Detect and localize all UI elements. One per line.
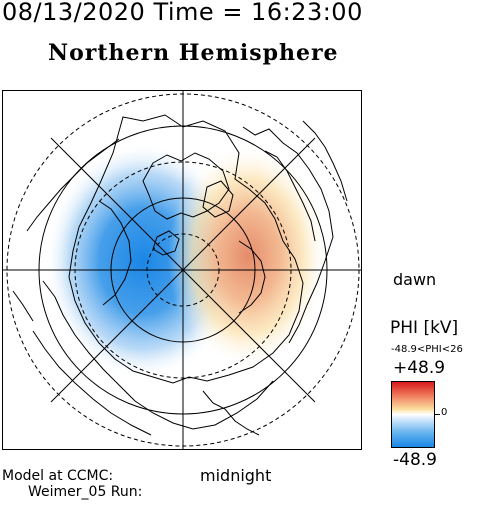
meridian-line [50, 137, 316, 403]
page-title: Northern Hemisphere [48, 40, 339, 66]
colorbar-max-label: +48.9 [393, 358, 446, 378]
credit-line-2: Weimer_05 Run: [28, 484, 143, 500]
positive-potential-cell [168, 144, 328, 368]
coastlines [12, 114, 348, 436]
colorbar [391, 381, 435, 448]
colorbar-min-label: -48.9 [393, 450, 437, 470]
colorbar-range: -48.9<PHI<26 [391, 344, 463, 355]
credit-line-1: Model at CCMC: [2, 468, 114, 484]
colorbar-zero-tick [435, 414, 440, 415]
colorbar-title: PHI [kV] [390, 318, 459, 338]
colorbar-zero-label: 0 [441, 407, 448, 418]
polar-map-canvas [3, 91, 361, 449]
polar-map [2, 90, 362, 450]
label-midnight: midnight [200, 466, 272, 485]
label-dawn: dawn [393, 270, 437, 289]
header-datetime: 08/13/2020 Time = 16:23:00 [2, 0, 363, 26]
